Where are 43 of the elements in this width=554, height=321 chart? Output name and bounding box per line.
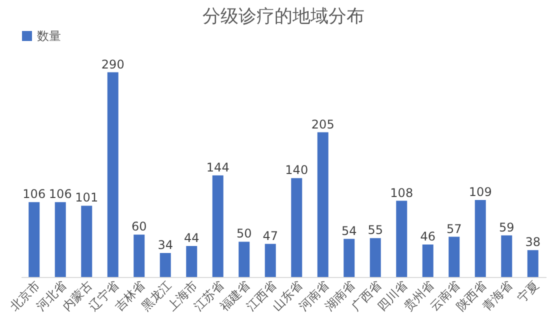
data-label: 109 (468, 185, 492, 200)
bar (291, 178, 302, 277)
data-label: 50 (236, 226, 252, 241)
bar (186, 246, 198, 277)
bar (527, 250, 538, 277)
data-label: 108 (390, 186, 414, 200)
data-label: 46 (420, 230, 436, 244)
data-label: 59 (498, 220, 514, 234)
data-label: 38 (525, 235, 541, 250)
data-label: 106 (22, 187, 46, 202)
data-label: 290 (101, 57, 124, 72)
bar (54, 202, 66, 277)
bar (264, 244, 276, 277)
data-label: 44 (184, 230, 200, 245)
bar (370, 238, 381, 277)
bar (107, 72, 118, 277)
chart-title: 分级诊疗的地域分布 (202, 6, 364, 27)
bar (396, 200, 408, 277)
data-label: 144 (206, 160, 230, 174)
bar (501, 235, 512, 277)
data-label: 57 (446, 222, 462, 236)
bar (448, 236, 460, 277)
bar (81, 206, 92, 277)
data-label: 60 (131, 220, 147, 234)
bar (344, 238, 355, 277)
bar (474, 200, 486, 277)
bar (28, 202, 40, 277)
bar (160, 253, 171, 277)
data-label: 54 (341, 224, 357, 238)
x-tick-label: 宁夏 (514, 278, 542, 305)
data-label: 140 (285, 163, 308, 178)
data-label: 47 (262, 228, 278, 243)
data-label: 106 (48, 187, 72, 202)
data-label: 101 (75, 190, 98, 205)
data-label: 34 (158, 238, 174, 252)
bar (422, 244, 434, 277)
data-label: 205 (311, 117, 334, 132)
data-label: 55 (368, 223, 384, 238)
bar (212, 175, 224, 277)
bar (238, 242, 250, 277)
bar (317, 132, 328, 277)
legend-label: 数量 (37, 29, 61, 43)
bar (134, 234, 145, 277)
